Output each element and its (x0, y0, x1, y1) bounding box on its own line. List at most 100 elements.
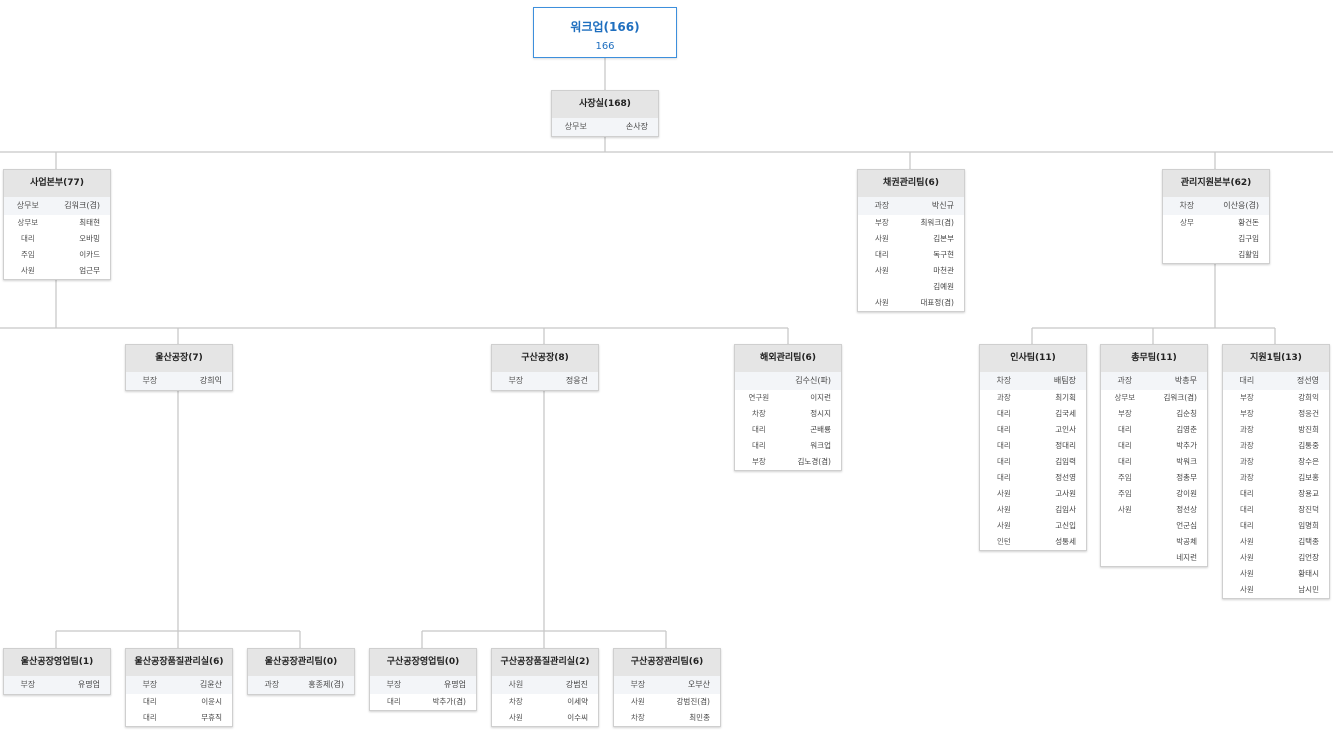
member-name: 김윤산 (199, 680, 222, 689)
member-row[interactable]: 사원 대표정(겸) (858, 295, 964, 311)
member-row[interactable]: 과장 박총무 (1101, 372, 1207, 390)
member-row[interactable]: 사원 엄근무 (4, 263, 110, 279)
member-row[interactable]: 네지런 (1101, 550, 1207, 566)
member-row[interactable]: 부장 정응건 (1223, 406, 1329, 422)
org-node[interactable]: 관리지원본부(62) 차장 이산응(겸) 상무 황건돈 김구임 김활임 (1162, 169, 1270, 264)
member-row[interactable]: 사원 강범진 (492, 676, 598, 694)
org-node[interactable]: 지원1팀(13) 대리 정선영 부장 강희익 부장 정응건 과장 방진희 과장 김통중 과장 장수은 과장… (1222, 344, 1330, 599)
member-row[interactable]: 사원 정선상 (1101, 502, 1207, 518)
member-row[interactable]: 대리 박추가(겸) (370, 694, 476, 710)
member-row[interactable]: 대리 곤배룡 (735, 422, 841, 438)
member-row[interactable]: 부장 김윤산 (126, 676, 232, 694)
member-position: 사원 (1239, 537, 1254, 546)
org-node[interactable]: 구산공장영업팀(0) 부장 유명업 대리 박추가(겸) (369, 648, 477, 711)
member-row[interactable]: 차장 이세약 (492, 694, 598, 710)
member-row[interactable]: 인턴 성통세 (980, 534, 1086, 550)
member-row[interactable]: 김수신(파) (735, 372, 841, 390)
member-row[interactable]: 대리 정선영 (980, 470, 1086, 486)
org-node[interactable]: 구산공장(8) 부장 정응건 (491, 344, 599, 391)
member-row[interactable]: 부장 최워크(겸) (858, 215, 964, 231)
org-node[interactable]: 인사팀(11) 차장 배팀장 과장 최기획 대리 김국세 대리 고인사 대리 정대리 대리 김임력 대리 정… (979, 344, 1087, 551)
member-row[interactable]: 대리 박워크 (1101, 454, 1207, 470)
member-row[interactable]: 과장 방진희 (1223, 422, 1329, 438)
org-root-node[interactable]: 워크업(166) 166 (533, 7, 677, 58)
member-row[interactable]: 대리 정대리 (980, 438, 1086, 454)
member-row[interactable]: 대리 고인사 (980, 422, 1086, 438)
member-row[interactable]: 대리 장용교 (1223, 486, 1329, 502)
member-row[interactable]: 사원 강범진(겸) (614, 694, 720, 710)
member-row[interactable]: 대리 임명희 (1223, 518, 1329, 534)
member-row[interactable]: 사원 황태시 (1223, 566, 1329, 582)
member-row[interactable]: 부장 유명업 (370, 676, 476, 694)
member-row[interactable]: 사원 김본부 (858, 231, 964, 247)
member-row[interactable]: 김구임 (1163, 231, 1269, 247)
member-row[interactable]: 대리 이윤시 (126, 694, 232, 710)
member-row[interactable]: 대리 장진덕 (1223, 502, 1329, 518)
member-row[interactable]: 부장 김순칭 (1101, 406, 1207, 422)
org-node[interactable]: 채권관리팀(6) 과장 박신규 부장 최워크(겸) 사원 김본부 대리 독구현 사원 마천관 김예원 사… (857, 169, 965, 312)
member-row[interactable]: 김활임 (1163, 247, 1269, 263)
org-node[interactable]: 사업본부(77) 상무보 김워크(겸) 상무보 최태현 대리 오바밍 주임 이카드 사원 엄근무 (3, 169, 111, 280)
member-row[interactable]: 차장 최민종 (614, 710, 720, 726)
member-row[interactable]: 과장 최기획 (980, 390, 1086, 406)
member-row[interactable]: 차장 정시지 (735, 406, 841, 422)
member-row[interactable]: 대리 오바밍 (4, 231, 110, 247)
org-node[interactable]: 해외관리팀(6) 김수신(파) 연구원 이지런 차장 정시지 대리 곤배룡 대리 워크업 부장 김노경… (734, 344, 842, 471)
member-row[interactable]: 사원 김택종 (1223, 534, 1329, 550)
member-row[interactable]: 사원 고신입 (980, 518, 1086, 534)
member-row[interactable]: 언군심 (1101, 518, 1207, 534)
member-row[interactable]: 대리 무휴직 (126, 710, 232, 726)
member-row[interactable]: 사원 이수씨 (492, 710, 598, 726)
member-row[interactable]: 과장 홍종제(겸) (248, 676, 354, 694)
org-node[interactable]: 구산공장품질관리실(2) 사원 강범진 차장 이세약 사원 이수씨 (491, 648, 599, 727)
member-row[interactable]: 대리 김임력 (980, 454, 1086, 470)
member-row[interactable]: 사원 남시민 (1223, 582, 1329, 598)
member-row[interactable]: 대리 김국세 (980, 406, 1086, 422)
member-row[interactable]: 부장 유명업 (4, 676, 110, 694)
member-name: 엄근무 (79, 266, 100, 275)
member-row[interactable]: 과장 김보홍 (1223, 470, 1329, 486)
member-row[interactable]: 상무보 최태현 (4, 215, 110, 231)
member-row[interactable]: 부장 강희익 (1223, 390, 1329, 406)
member-row[interactable]: 상무보 김워크(겸) (4, 197, 110, 215)
member-row[interactable]: 박공체 (1101, 534, 1207, 550)
member-row[interactable]: 상무 황건돈 (1163, 215, 1269, 231)
member-position: 연구원 (748, 393, 770, 402)
member-row[interactable]: 과장 박신규 (858, 197, 964, 215)
member-row[interactable]: 대리 독구현 (858, 247, 964, 263)
member-position: 차장 (996, 376, 1012, 385)
member-row[interactable]: 김예원 (858, 279, 964, 295)
member-row[interactable]: 차장 이산응(겸) (1163, 197, 1269, 215)
member-row[interactable]: 대리 정선영 (1223, 372, 1329, 390)
org-node[interactable]: 울산공장관리팀(0) 과장 홍종제(겸) (247, 648, 355, 695)
member-row[interactable]: 부장 오부산 (614, 676, 720, 694)
member-row[interactable]: 부장 강희익 (126, 372, 232, 390)
member-row[interactable]: 과장 장수은 (1223, 454, 1329, 470)
member-row[interactable]: 대리 김영춘 (1101, 422, 1207, 438)
member-row[interactable]: 부장 정응건 (492, 372, 598, 390)
member-row[interactable]: 주임 이카드 (4, 247, 110, 263)
member-row[interactable]: 상무보 김워크(겸) (1101, 390, 1207, 406)
member-position: 대리 (142, 697, 157, 706)
org-node[interactable]: 구산공장관리팀(6) 부장 오부산 사원 강범진(겸) 차장 최민종 (613, 648, 721, 727)
member-row[interactable]: 사원 김임사 (980, 502, 1086, 518)
org-node[interactable]: 울산공장영업팀(1) 부장 유명업 (3, 648, 111, 695)
member-row[interactable]: 부장 김노경(겸) (735, 454, 841, 470)
member-name: 정응건 (1298, 409, 1319, 418)
member-row[interactable]: 대리 박추가 (1101, 438, 1207, 454)
org-node-title: 사장실(168) (552, 91, 658, 118)
member-row[interactable]: 과장 김통중 (1223, 438, 1329, 454)
member-row[interactable]: 사원 김언장 (1223, 550, 1329, 566)
member-row[interactable]: 상무보 손사장 (552, 118, 658, 136)
member-row[interactable]: 대리 워크업 (735, 438, 841, 454)
member-row[interactable]: 주임 정총무 (1101, 470, 1207, 486)
member-row[interactable]: 차장 배팀장 (980, 372, 1086, 390)
member-row[interactable]: 사원 마천관 (858, 263, 964, 279)
org-node[interactable]: 울산공장(7) 부장 강희익 (125, 344, 233, 391)
org-node[interactable]: 사장실(168) 상무보 손사장 (551, 90, 659, 137)
org-node[interactable]: 총무팀(11) 과장 박총무 상무보 김워크(겸) 부장 김순칭 대리 김영춘 대리 박추가 대리 박워… (1100, 344, 1208, 567)
member-row[interactable]: 주임 강이원 (1101, 486, 1207, 502)
member-row[interactable]: 사원 고사원 (980, 486, 1086, 502)
org-node[interactable]: 울산공장품질관리실(6) 부장 김윤산 대리 이윤시 대리 무휴직 (125, 648, 233, 727)
member-row[interactable]: 연구원 이지런 (735, 390, 841, 406)
